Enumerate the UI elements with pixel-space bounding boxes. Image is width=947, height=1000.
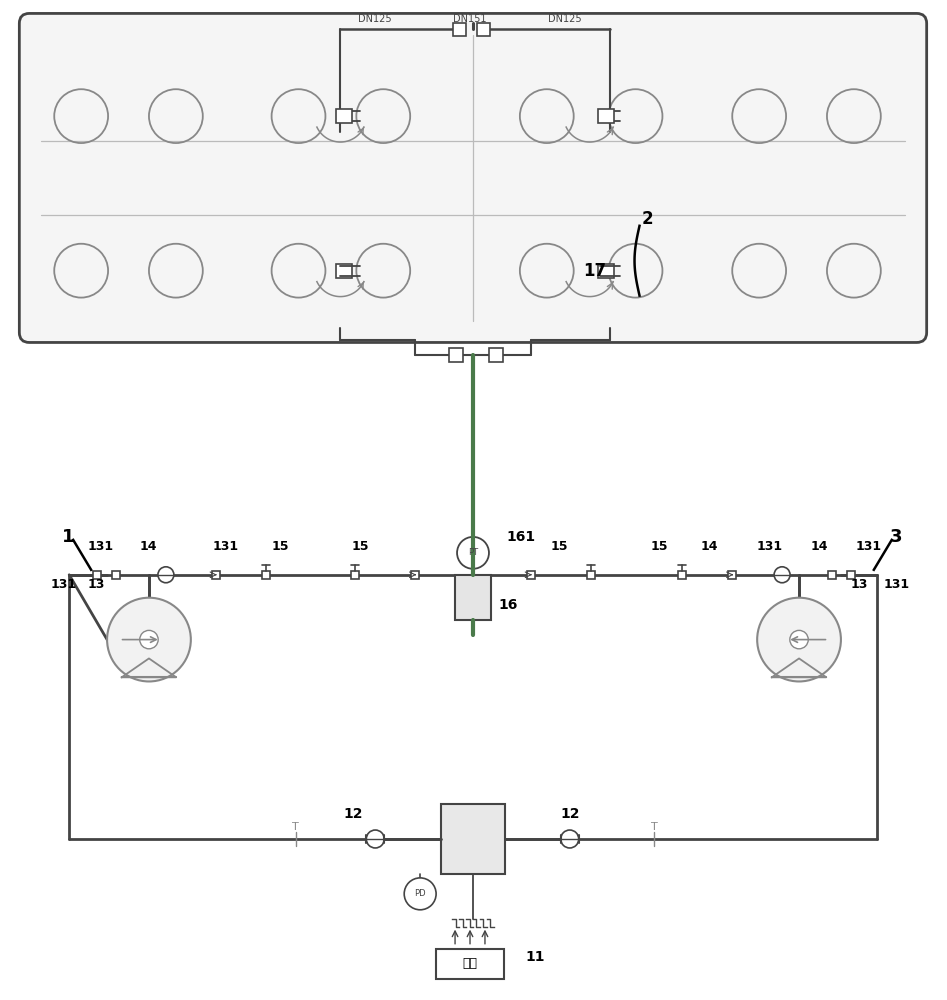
Text: 131: 131 [856,540,882,553]
Text: 大气: 大气 [462,957,477,970]
Bar [93,571,101,579]
Text: 1: 1 [62,528,75,546]
Text: 15: 15 [651,540,669,553]
Bar [112,571,120,579]
Text: T: T [652,822,658,832]
Text: 15: 15 [551,540,568,553]
Text: 131: 131 [884,578,910,591]
Text: 3: 3 [889,528,902,546]
Text: DN125: DN125 [548,14,581,24]
Bar [456,575,491,620]
Bar [212,571,220,579]
Text: 131: 131 [50,578,77,591]
Text: PD: PD [415,889,426,898]
Bar [598,109,614,123]
Text: 15: 15 [351,540,369,553]
Circle shape [774,567,790,583]
Bar [678,571,687,579]
Text: PT: PT [468,548,478,557]
Text: 15: 15 [272,540,290,553]
Circle shape [366,830,384,848]
Bar [527,571,535,579]
Text: 131: 131 [756,540,782,553]
Bar [437,949,504,979]
Circle shape [107,598,191,681]
Bar [351,571,359,579]
Circle shape [758,598,841,681]
Bar [449,348,463,362]
Text: 14: 14 [811,540,828,553]
Bar [411,571,420,579]
Bar [261,571,270,579]
Text: 16: 16 [498,598,518,612]
Circle shape [158,567,174,583]
Text: 131: 131 [88,540,115,553]
Circle shape [140,630,158,649]
Text: 13: 13 [850,578,867,591]
Bar [477,23,490,36]
Circle shape [404,878,437,910]
Text: DN125: DN125 [359,14,392,24]
Text: 131: 131 [213,540,239,553]
Bar [587,571,595,579]
Bar [489,348,503,362]
Text: T: T [292,822,299,832]
Text: 17: 17 [583,262,606,280]
Bar [847,571,855,579]
Text: 14: 14 [701,540,718,553]
Text: 14: 14 [139,540,156,553]
Bar [453,23,466,36]
Circle shape [457,537,489,569]
Bar [441,804,505,874]
Text: 13: 13 [87,578,105,591]
Bar [336,264,352,278]
Text: 12: 12 [344,807,363,821]
Bar [598,264,614,278]
Circle shape [790,630,808,649]
Text: DN151: DN151 [454,14,487,24]
Text: 161: 161 [507,530,535,544]
Bar [336,109,352,123]
Text: 2: 2 [642,210,653,228]
FancyBboxPatch shape [19,13,927,342]
Bar [828,571,836,579]
Circle shape [561,830,579,848]
Text: 12: 12 [560,807,580,821]
Bar [728,571,736,579]
Text: 11: 11 [525,950,545,964]
